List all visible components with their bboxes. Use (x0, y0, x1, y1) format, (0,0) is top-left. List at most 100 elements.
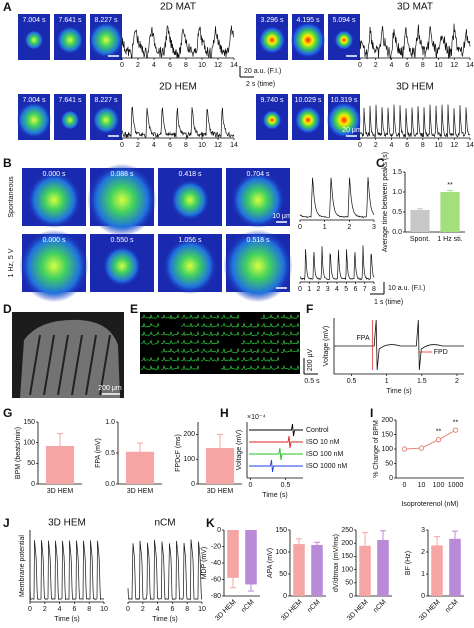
panel-label: I (370, 406, 373, 420)
signal-blob (56, 25, 84, 55)
signal-trace (121, 106, 235, 139)
time-label: 10.029 s (295, 97, 322, 104)
mea-trace (220, 322, 240, 328)
mea-trace (160, 331, 180, 336)
mea-trace (280, 331, 300, 336)
mea-trace (140, 364, 160, 371)
x-tick-label: 10 (198, 62, 206, 69)
x-tick-label: 3D HEM (47, 488, 74, 495)
x-tick-label: 0 (126, 606, 130, 613)
y-axis-label: Voltage (mV) (236, 430, 243, 470)
x-tick-label: 0 (28, 606, 32, 613)
legend-label: ISO 100 nM (306, 451, 344, 458)
bar (293, 544, 305, 596)
y-tick-label: 0.0 (392, 229, 402, 236)
y-tick-label: -20 (211, 543, 221, 550)
y-tick-label: 2 (421, 549, 425, 556)
time-label: 0.000 s (43, 171, 66, 178)
annotation: ** (447, 182, 453, 189)
x-tick-label: 2 (136, 142, 140, 149)
legend-label: ISO 10 nM (306, 439, 340, 446)
signal-blob (16, 101, 52, 139)
panel-label: D (3, 302, 12, 316)
time-label: 4.195 s (297, 17, 320, 24)
y-tick-label: 3 (421, 527, 425, 534)
x-tick-label: 3 (372, 224, 376, 231)
signal-trace (249, 459, 303, 473)
mea-trace (260, 365, 280, 370)
y-axis-label: Voltage (mV) (323, 326, 330, 366)
y-tick-label: 50 (385, 460, 393, 467)
row-label: Spontaneous (8, 176, 15, 218)
y-tick-label: 1.0 (392, 189, 402, 196)
signal-blob (231, 171, 285, 229)
panel-label: H (220, 406, 229, 420)
x-tick-label: 3D HEM (207, 488, 234, 495)
y-tick-label: 0 (31, 481, 35, 488)
y-tick-label: 0.5 (392, 209, 402, 216)
scale-label: 20 a.u. (F.I.) (244, 68, 281, 75)
mea-trace (260, 356, 280, 362)
y-axis-label: BPM (beats/min) (15, 427, 22, 479)
mea-trace (140, 339, 160, 345)
y-tick-label: 200 (183, 431, 195, 438)
signal-blob (262, 109, 282, 131)
signal-blob (290, 21, 326, 59)
data-point (418, 445, 425, 451)
scale-label: 200 μV (307, 349, 314, 372)
mea-trace (240, 339, 260, 345)
mea-trace (180, 364, 200, 370)
bar (205, 448, 235, 484)
bar (431, 545, 443, 596)
x-tick-label: 8 (87, 606, 91, 613)
y-tick-label: 100 (183, 456, 195, 463)
electrode-line (43, 334, 55, 396)
x-tick-label: 4 (152, 62, 156, 69)
panel-label: J (3, 516, 10, 530)
bar (311, 544, 323, 596)
x-tick-label: 14 (466, 142, 474, 149)
annotation: ** (453, 420, 459, 427)
chart-title: nCM (154, 518, 175, 529)
x-tick-label: 10 (435, 142, 443, 149)
time-label: 0.000 s (43, 237, 66, 244)
x-axis-label: Time (s) (386, 388, 411, 395)
signal-trace (299, 177, 375, 219)
scale-label: 20 μm (342, 127, 362, 134)
y-tick-label: 0 (217, 527, 221, 534)
x-tick-label: 14 (466, 62, 474, 69)
x-tick-label: 12 (450, 62, 458, 69)
signal-trace (249, 423, 303, 437)
signal-trace (29, 540, 105, 601)
y-tick-label: 0 (191, 481, 195, 488)
panel-label: F (306, 302, 313, 316)
y-tick-label: 50 (279, 571, 287, 578)
x-tick-label: 12 (450, 142, 458, 149)
mea-trace (160, 348, 180, 354)
mea-trace (240, 356, 260, 362)
y-axis-label: FPDcF (ms) (175, 434, 182, 472)
x-tick-label: 10 (100, 606, 108, 613)
annotation: FPA (357, 335, 370, 342)
mea-trace (280, 339, 300, 345)
y-tick-label: 1.0 (105, 419, 115, 426)
signal-blob (102, 245, 142, 287)
mea-trace (240, 322, 260, 328)
x-tick-label: 0 (298, 224, 302, 231)
electrode-line (57, 334, 69, 396)
x-axis-label: Time (s) (54, 616, 79, 623)
signal-blob (170, 179, 210, 221)
bar (449, 538, 461, 596)
y-tick-label: 150 (23, 419, 35, 426)
x-tick-label: 2 (374, 142, 378, 149)
x-tick-label: 6 (168, 62, 172, 69)
signal-blob (24, 29, 44, 51)
y-tick-label: 200 (381, 417, 393, 424)
y-tick-label: 1.5 (392, 169, 402, 176)
time-label: 0.088 s (111, 171, 134, 178)
mea-trace (200, 322, 220, 328)
scale-label: 2 s (time) (246, 81, 275, 88)
chart-title: 2D HEM (159, 82, 197, 93)
time-label: 0.550 s (111, 237, 134, 244)
